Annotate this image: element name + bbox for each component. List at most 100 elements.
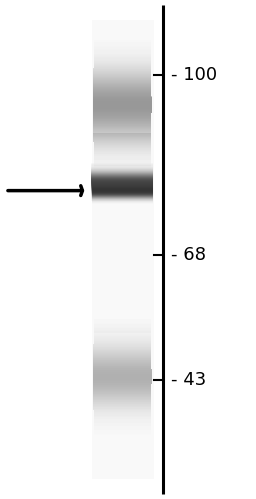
- Bar: [92, 184, 153, 185]
- Bar: [92, 191, 153, 192]
- Bar: [94, 319, 151, 320]
- Bar: [91, 197, 153, 198]
- Bar: [91, 182, 153, 183]
- Bar: [93, 376, 152, 377]
- Bar: [93, 397, 151, 398]
- Bar: [92, 190, 153, 191]
- Bar: [93, 93, 152, 94]
- Bar: [93, 73, 151, 74]
- Bar: [93, 349, 151, 350]
- Bar: [91, 164, 153, 165]
- Bar: [93, 139, 151, 140]
- Bar: [94, 430, 151, 431]
- Bar: [93, 68, 151, 69]
- Bar: [93, 124, 151, 125]
- Bar: [94, 322, 151, 323]
- Bar: [93, 387, 152, 388]
- Bar: [91, 179, 153, 180]
- Bar: [94, 55, 151, 56]
- Bar: [93, 355, 151, 356]
- Bar: [93, 136, 151, 137]
- Bar: [93, 80, 151, 81]
- Bar: [94, 50, 151, 51]
- Bar: [93, 62, 151, 63]
- Bar: [94, 166, 151, 167]
- Bar: [94, 418, 151, 419]
- Bar: [93, 353, 151, 354]
- Bar: [93, 90, 151, 91]
- Bar: [93, 341, 151, 342]
- Bar: [94, 160, 151, 161]
- Bar: [93, 133, 151, 134]
- Bar: [91, 179, 153, 180]
- Bar: [93, 384, 152, 385]
- Bar: [93, 73, 151, 74]
- Bar: [93, 91, 152, 92]
- Bar: [93, 127, 151, 128]
- Bar: [93, 145, 151, 146]
- Bar: [93, 62, 151, 63]
- Bar: [91, 165, 153, 166]
- Bar: [93, 383, 152, 384]
- Bar: [93, 110, 152, 111]
- Bar: [91, 167, 153, 168]
- Bar: [94, 418, 151, 419]
- Bar: [94, 159, 151, 160]
- Bar: [93, 114, 152, 115]
- Bar: [93, 131, 151, 132]
- Bar: [93, 72, 151, 73]
- Bar: [94, 332, 151, 333]
- Bar: [94, 331, 151, 332]
- Bar: [93, 393, 151, 394]
- Bar: [94, 419, 151, 420]
- Bar: [91, 192, 153, 193]
- Bar: [91, 187, 153, 188]
- Bar: [94, 43, 151, 44]
- Bar: [93, 99, 152, 100]
- Bar: [93, 103, 152, 104]
- Bar: [93, 346, 151, 347]
- Bar: [94, 46, 151, 47]
- Bar: [91, 182, 153, 183]
- Bar: [94, 427, 151, 428]
- Bar: [94, 324, 151, 325]
- Bar: [93, 363, 151, 364]
- Bar: [93, 98, 152, 99]
- Bar: [93, 112, 152, 113]
- Bar: [94, 325, 151, 326]
- Bar: [92, 186, 153, 187]
- Bar: [93, 371, 152, 372]
- Bar: [93, 339, 151, 340]
- Bar: [92, 192, 153, 193]
- Bar: [91, 177, 153, 178]
- Bar: [92, 195, 153, 196]
- Bar: [93, 392, 151, 393]
- Bar: [93, 384, 152, 385]
- Bar: [93, 113, 152, 114]
- Bar: [93, 143, 151, 144]
- Bar: [93, 147, 151, 148]
- Bar: [93, 364, 152, 365]
- Bar: [93, 340, 151, 341]
- Bar: [93, 367, 152, 368]
- Bar: [94, 60, 151, 61]
- Bar: [93, 87, 151, 88]
- Bar: [93, 405, 151, 406]
- Bar: [91, 190, 153, 191]
- Bar: [93, 134, 151, 135]
- Bar: [93, 89, 151, 90]
- Bar: [91, 177, 153, 178]
- Bar: [93, 349, 151, 350]
- Bar: [94, 434, 151, 435]
- Bar: [93, 104, 152, 105]
- Bar: [92, 185, 153, 186]
- Bar: [94, 152, 151, 153]
- Bar: [93, 406, 151, 407]
- Bar: [93, 137, 151, 138]
- Bar: [94, 168, 151, 169]
- Bar: [91, 171, 153, 172]
- Bar: [93, 126, 151, 127]
- Bar: [93, 395, 151, 396]
- Bar: [93, 353, 151, 354]
- Bar: [93, 91, 152, 92]
